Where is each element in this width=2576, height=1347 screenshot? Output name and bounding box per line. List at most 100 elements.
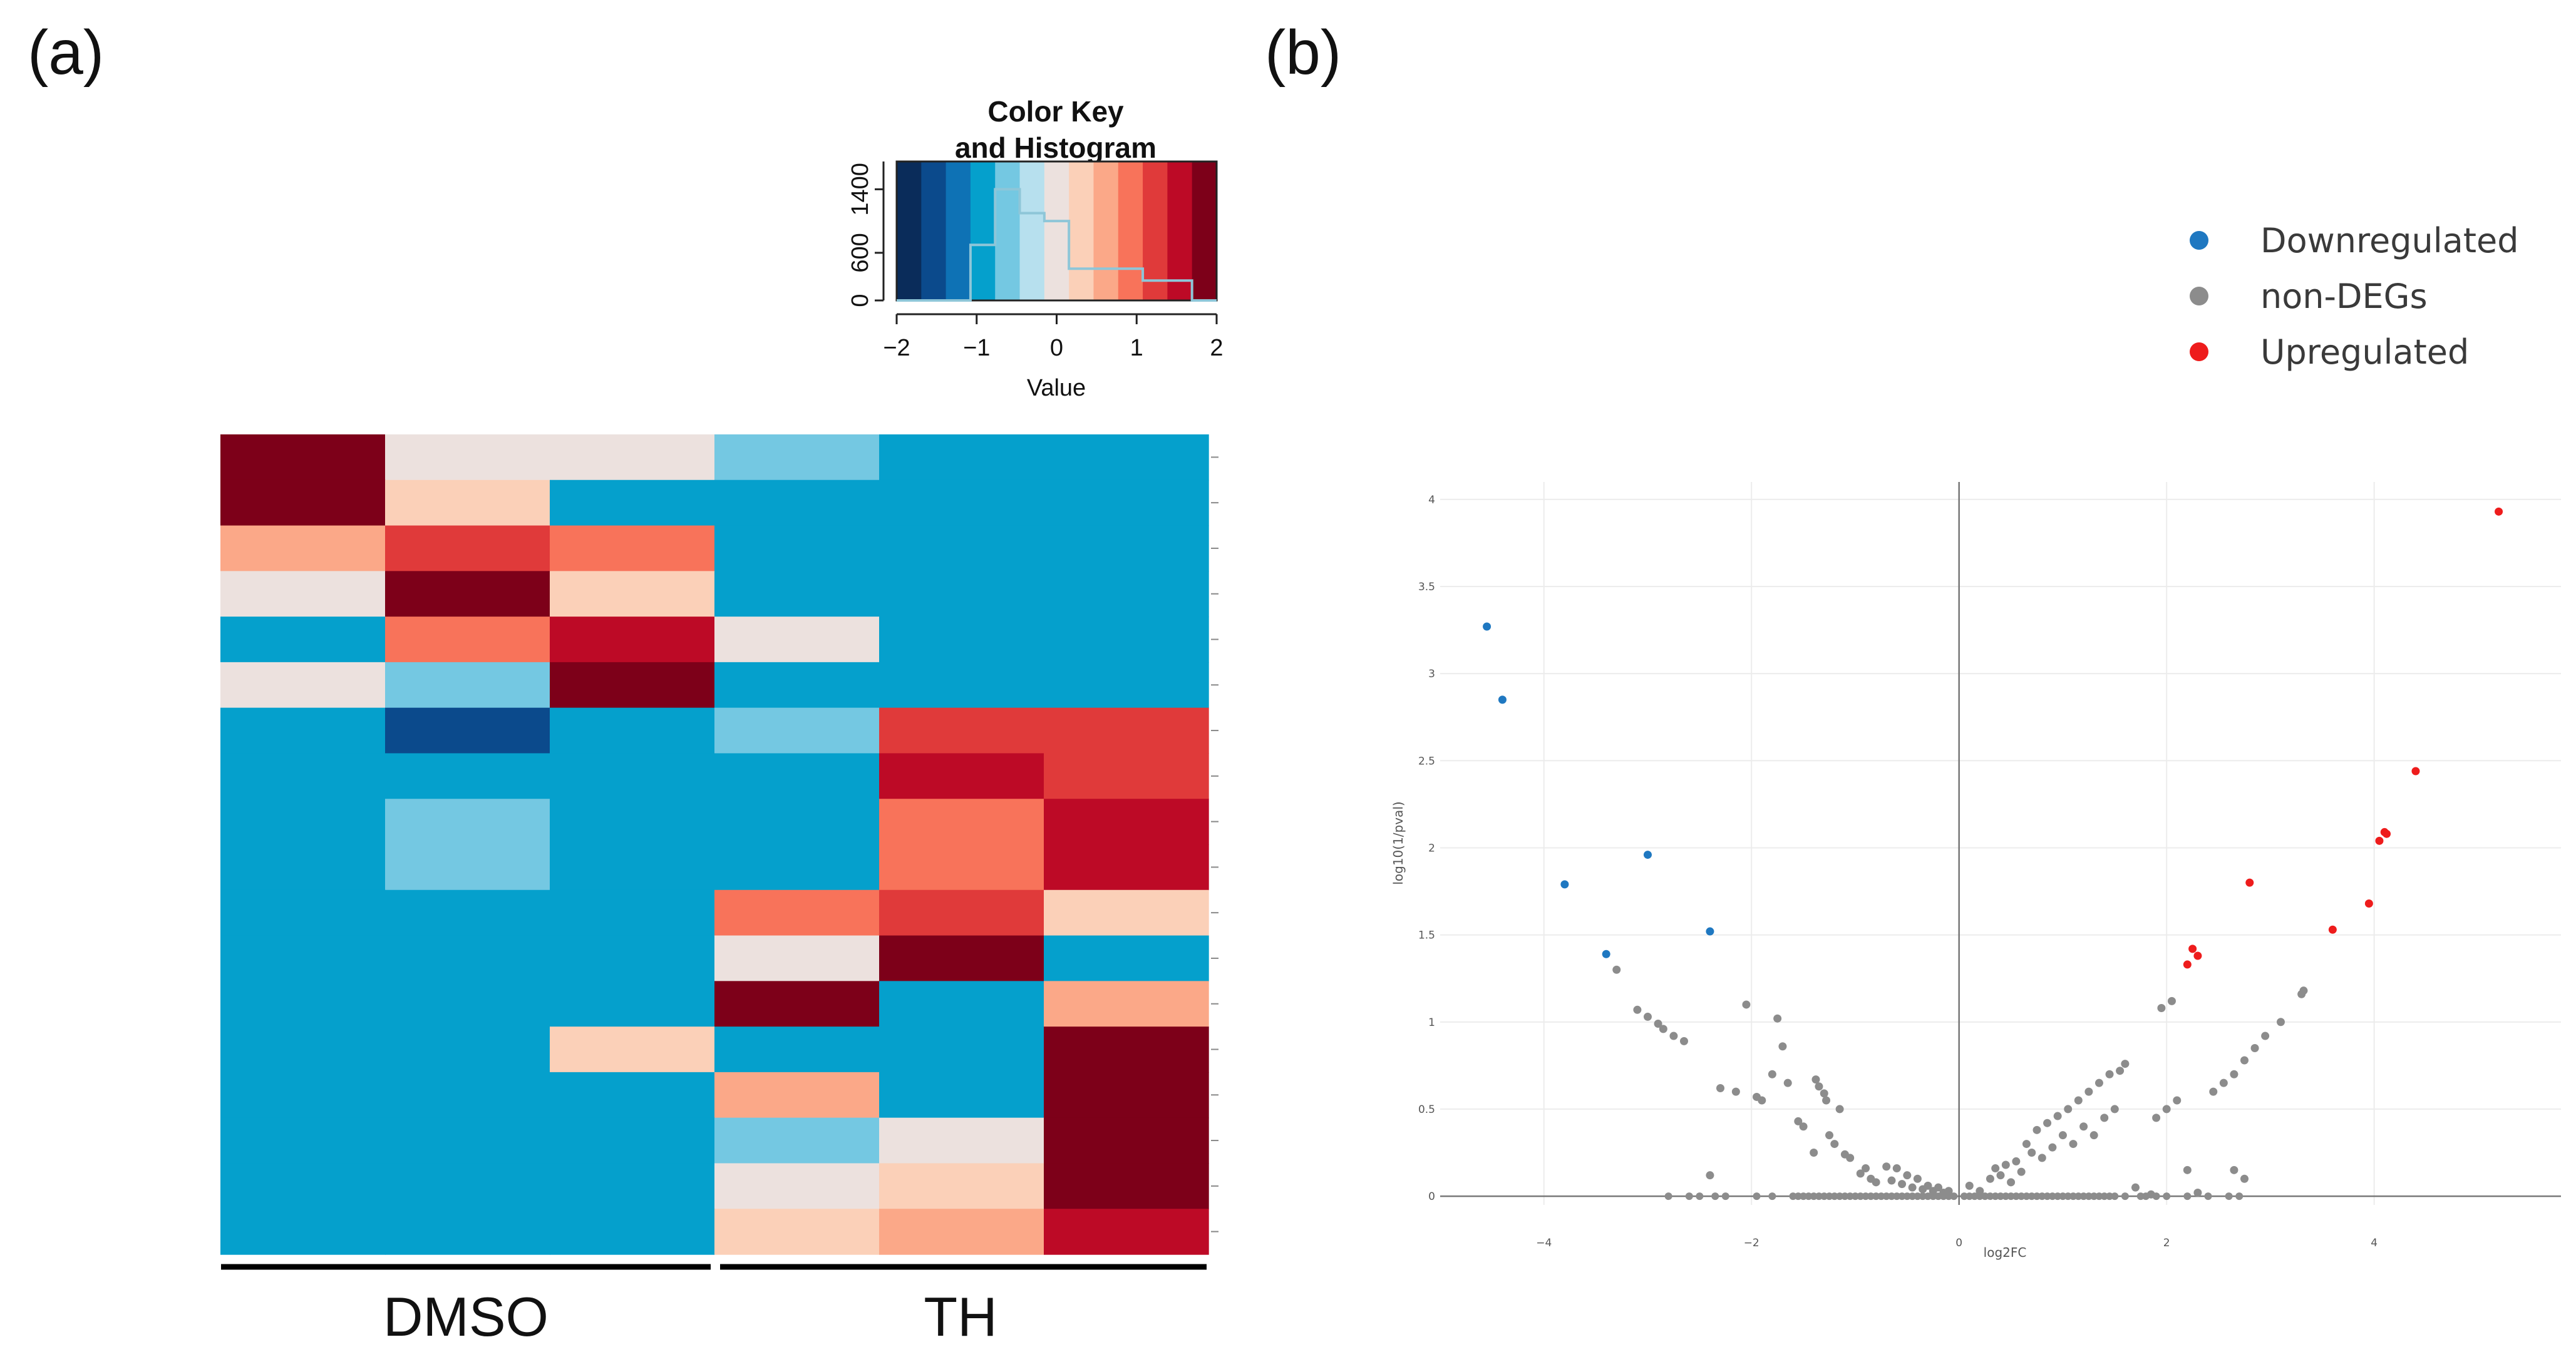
heatmap-cell xyxy=(550,753,715,799)
volcano-point-non-degs xyxy=(1872,1178,1880,1187)
heatmap-cell xyxy=(385,617,550,663)
color-key-band xyxy=(921,161,947,300)
color-key-band xyxy=(1192,161,1217,300)
heatmap-cell xyxy=(879,935,1044,982)
color-key-x-tick-label: −2 xyxy=(883,335,910,361)
color-key-y-tick-label: 0 xyxy=(847,294,873,307)
color-key-band xyxy=(970,161,996,300)
volcano-point-non-degs xyxy=(2100,1114,2109,1122)
volcano-point-non-degs xyxy=(1996,1171,2005,1180)
heatmap-cell xyxy=(220,1117,386,1164)
volcano-point-non-degs xyxy=(1799,1122,1808,1131)
heatmap-cell xyxy=(220,479,386,526)
volcano-point-non-degs xyxy=(1778,1042,1787,1051)
volcano-point-non-degs xyxy=(2250,1044,2259,1053)
volcano-point-non-degs xyxy=(1805,1192,1813,1201)
volcano-point-non-degs xyxy=(1934,1192,1942,1201)
volcano-point-upregulated xyxy=(2188,945,2197,953)
volcano-point-non-degs xyxy=(1794,1117,1803,1125)
heatmap-cell xyxy=(385,799,550,845)
heatmap-row-ticks xyxy=(1211,456,1218,1232)
heatmap-cell xyxy=(1044,1027,1209,1073)
volcano-point-non-degs xyxy=(2089,1131,2098,1140)
volcano-y-tick-label: 3.5 xyxy=(1418,581,1435,593)
volcano-y-tick-label: 0.5 xyxy=(1418,1104,1435,1116)
heatmap-cell xyxy=(550,617,715,663)
color-key-band xyxy=(1167,161,1193,300)
volcano-point-non-degs xyxy=(2074,1096,2083,1105)
volcano-point-non-degs xyxy=(1721,1192,1729,1201)
heatmap-cell xyxy=(879,617,1044,663)
volcano-point-non-degs xyxy=(2074,1192,2083,1201)
heatmap-cell xyxy=(1044,434,1209,481)
heatmap-cell xyxy=(714,935,880,982)
heatmap-grid xyxy=(220,434,1209,1255)
color-key-title-line2: and Histogram xyxy=(955,131,1157,164)
volcano-point-non-degs xyxy=(2121,1060,2130,1068)
heatmap-cell xyxy=(714,753,880,799)
volcano-point-non-degs xyxy=(2105,1070,2114,1078)
volcano-point-non-degs xyxy=(1643,1012,1652,1021)
heatmap-cell xyxy=(1044,889,1209,936)
volcano-y-tick-label: 1 xyxy=(1428,1017,1435,1029)
volcano-point-non-degs xyxy=(1867,1192,1875,1201)
volcano-point-non-degs xyxy=(1986,1192,1994,1201)
color-key-x-tick-label: 0 xyxy=(1050,335,1063,361)
volcano-point-upregulated xyxy=(2383,829,2391,838)
heatmap-cell xyxy=(879,1072,1044,1119)
volcano-point-non-degs xyxy=(1991,1164,2000,1173)
volcano-point-non-degs xyxy=(2064,1105,2073,1114)
volcano-point-non-degs xyxy=(1898,1180,1907,1189)
volcano-point-non-degs xyxy=(1857,1192,1865,1201)
volcano-point-non-degs xyxy=(2002,1192,2010,1201)
volcano-point-non-degs xyxy=(1841,1192,1849,1201)
volcano-point-non-degs xyxy=(1773,1014,1782,1023)
volcano-point-non-degs xyxy=(1810,1149,1818,1157)
heatmap-cell xyxy=(385,1072,550,1119)
volcano-point-downregulated xyxy=(1483,622,1492,631)
heatmap-cell xyxy=(1044,1209,1209,1255)
volcano-point-non-degs xyxy=(2230,1070,2239,1078)
volcano-point-non-degs xyxy=(1862,1192,1870,1201)
heatmap-cell xyxy=(550,479,715,526)
volcano-point-non-degs xyxy=(1950,1192,1958,1201)
volcano-point-non-degs xyxy=(2048,1192,2056,1201)
volcano-point-non-degs xyxy=(1846,1192,1854,1201)
color-key-band xyxy=(1143,161,1168,300)
volcano-point-non-degs xyxy=(1830,1140,1839,1149)
color-key-title-line1: Color Key xyxy=(987,95,1124,128)
heatmap-cell xyxy=(1044,617,1209,663)
volcano-y-tick-label: 1.5 xyxy=(1418,930,1435,942)
heatmap-cell xyxy=(220,981,386,1027)
color-key-histogram xyxy=(897,188,1217,302)
color-key-x-tick-label: −1 xyxy=(963,335,990,361)
volcano-point-non-degs xyxy=(2131,1183,2140,1192)
volcano-point-upregulated xyxy=(2411,767,2420,776)
volcano-tick-labels: −4 −2 0 2 4 0 0.5 1 1.5 2 2.5 3 3.5 4 xyxy=(1418,494,2378,1249)
heatmap-cell xyxy=(550,1163,715,1209)
panel-b-label: (b) xyxy=(1265,18,1341,88)
volcano-point-non-degs xyxy=(1612,965,1621,974)
heatmap-cell xyxy=(879,571,1044,617)
volcano-point-downregulated xyxy=(1602,950,1610,958)
volcano-point-non-degs xyxy=(2157,1004,2166,1013)
heatmap-cell xyxy=(879,479,1044,526)
volcano-point-non-degs xyxy=(2027,1192,2036,1201)
color-key-x-tick-label: 1 xyxy=(1130,335,1143,361)
volcano-point-non-degs xyxy=(1913,1174,1922,1183)
heatmap-cell xyxy=(879,707,1044,754)
volcano-point-non-degs xyxy=(2111,1192,2119,1201)
volcano-point-non-degs xyxy=(2001,1160,2010,1169)
volcano-x-tick-label: −4 xyxy=(1536,1237,1552,1249)
legend-dot-upregulated xyxy=(2190,342,2208,361)
heatmap-cell xyxy=(714,889,880,936)
volcano-point-non-degs xyxy=(2121,1192,2129,1201)
volcano-point-non-degs xyxy=(1944,1187,1953,1196)
volcano-point-non-degs xyxy=(1696,1192,1704,1201)
volcano-axes xyxy=(1440,482,2561,1205)
heatmap-cell xyxy=(550,889,715,936)
volcano-point-non-degs xyxy=(1908,1183,1917,1192)
heatmap-cell xyxy=(550,1209,715,1255)
heatmap-cell xyxy=(1044,1117,1209,1164)
heatmap-cell xyxy=(550,434,715,481)
